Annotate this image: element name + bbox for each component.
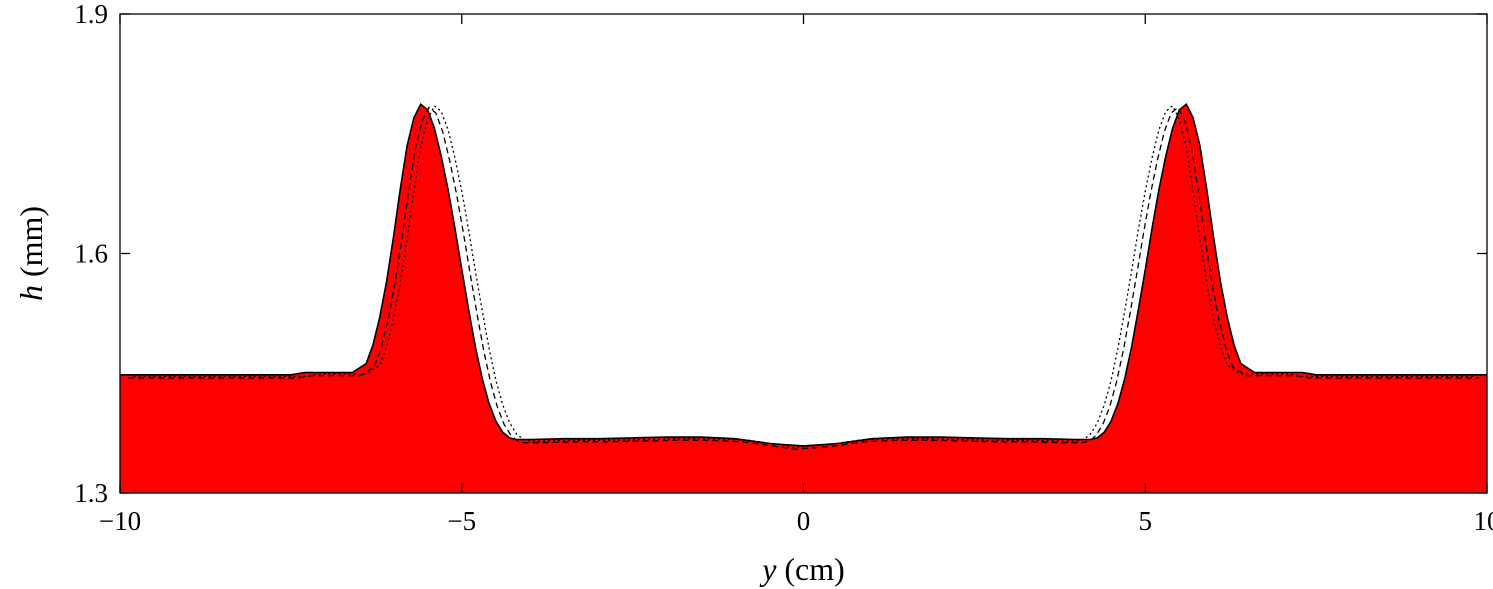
y-axis-label-unit: (mm) [13, 206, 49, 285]
x-tick-label: 0 [797, 506, 811, 536]
x-tick-label: 5 [1139, 506, 1153, 536]
x-axis-label-var: y [759, 551, 777, 587]
y-tick-label: 1.6 [74, 239, 108, 269]
axes: −10 −5 0 5 10 1.3 1.6 1.9 [74, 0, 1493, 536]
y-tick-label: 1.3 [74, 478, 108, 508]
plot-area [120, 102, 1487, 493]
area-fill [120, 104, 1487, 493]
x-tick-label: −10 [99, 506, 141, 536]
y-axis-label: h (mm) [13, 206, 49, 301]
x-tick-label: 10 [1474, 506, 1493, 536]
x-axis-label-unit: (cm) [776, 551, 844, 587]
x-axis-label: y (cm) [759, 551, 845, 587]
y-tick-label: 1.9 [74, 0, 108, 29]
x-tick-label: −5 [447, 506, 476, 536]
y-axis-label-var: h [13, 285, 49, 301]
profile-line-dashed [128, 106, 1479, 450]
